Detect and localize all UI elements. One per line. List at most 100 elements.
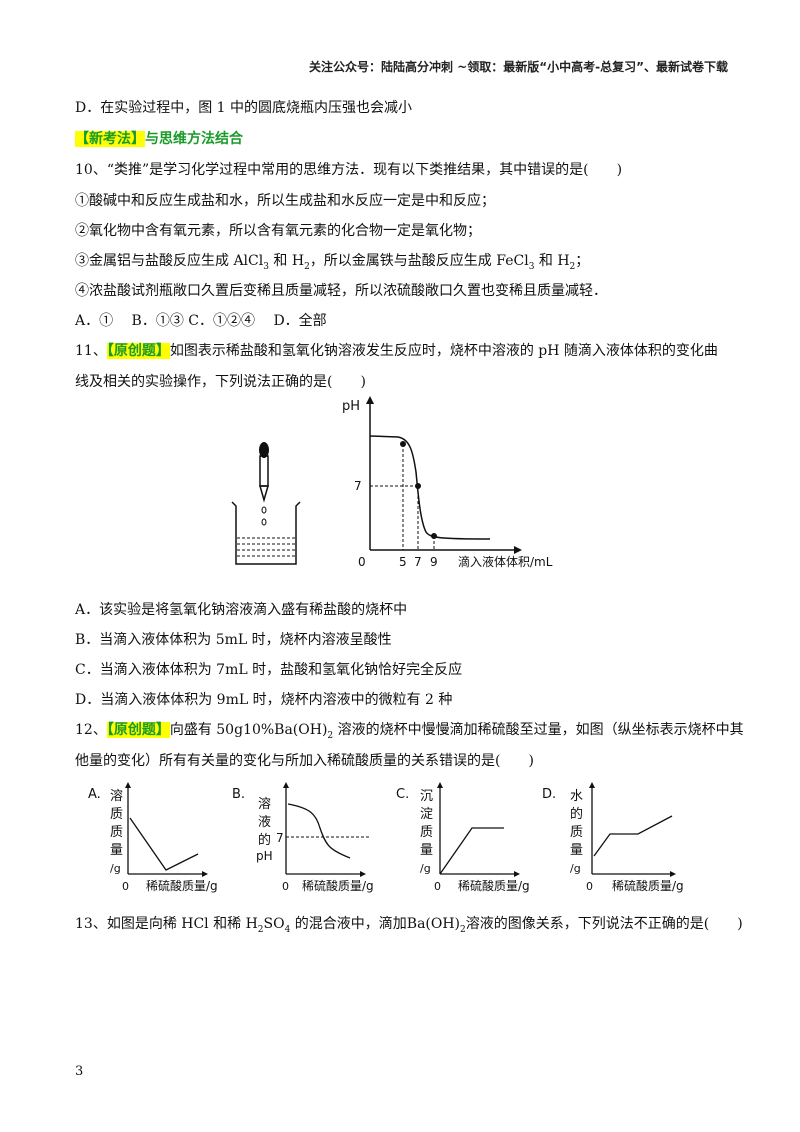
text: 溶液的图像关系，下列说法不正确的是( ): [465, 916, 743, 932]
q13-stem: 13、如图是向稀 HCl 和稀 H2SO4 的混合液中，滴加Ba(OH)2溶液的…: [75, 914, 743, 940]
text: 向盛有 50g10%Ba(OH): [169, 722, 328, 738]
subscript: 2: [460, 924, 466, 935]
subscript: 2: [327, 730, 334, 741]
x-axis-arrow: [514, 871, 520, 877]
q10-options: A．① B．①③ C．①②④ D．全部: [75, 313, 327, 329]
ylabel-char: 质: [110, 825, 123, 840]
q12-stem-line1: 12、【原创题】向盛有 50g10%Ba(OH)2 溶液的烧杯中慢慢滴加稀硫酸至…: [75, 720, 744, 746]
q11-option-d: D．当滴入液体体积为 9mL 时，烧杯内溶液中的微粒有 2 种: [75, 692, 453, 708]
graph-c: C. 沉 淀 质 量 /g 0 稀硫酸质量/g: [396, 782, 530, 893]
dropper-icon: [259, 442, 269, 526]
x-tick-9: 9: [430, 555, 438, 569]
q11-option-b: B．当滴入液体体积为 5mL 时，烧杯内溶液呈酸性: [75, 632, 392, 648]
y-tick-7: 7: [276, 831, 284, 845]
ph-curve: [369, 435, 491, 540]
y-axis-arrow: [366, 396, 374, 404]
q9-option-d: D．在实验过程中，图 1 中的圆底烧瓶内压强也会减小: [75, 100, 413, 116]
text: ③金属铝与盐酸反应生成 AlCl: [75, 253, 264, 269]
ylabel-char: 量: [110, 843, 123, 858]
q12-stem-line2: 他量的变化）所有有关量的变化与所加入稀硫酸质量的关系错误的是( ): [75, 753, 534, 769]
graph-line: [287, 803, 351, 859]
origin-label: 0: [434, 880, 441, 893]
graph-line: [593, 815, 673, 857]
subscript: 2: [569, 261, 576, 272]
graph-d: D. 水 的 质 量 /g 0 稀硫酸质量/g: [542, 782, 684, 893]
text: SO: [263, 916, 285, 932]
graph-a: A. 溶 质 质 量 /g 0 稀硫酸质量/g: [88, 782, 218, 893]
q11-figure: pH 0 7 5 7 9 滴入液体体积/mL: [231, 396, 553, 569]
x-axis-arrow: [360, 871, 366, 877]
q10-stem: 10、“类推”是学习化学过程中常用的思维方法．现有以下类推结果，其中错误的是( …: [75, 162, 623, 178]
ylabel-char: 溶: [110, 789, 123, 804]
graph-line: [439, 827, 504, 875]
ylabel-char: 质: [420, 825, 433, 840]
x-axis-label: 稀硫酸质量/g: [146, 878, 218, 893]
ylabel-char: 量: [420, 843, 433, 858]
y-tick-7: 7: [354, 479, 362, 493]
text: 溶液的烧杯中慢慢滴加稀硫酸至过量，如图（纵坐标表示烧杯中其: [333, 722, 744, 738]
text: 13、如图是向稀 HCl 和稀 H: [75, 916, 258, 932]
x-axis-label: 稀硫酸质量/g: [302, 878, 374, 893]
section-tag: 【新考法】与思维方法结合: [75, 129, 243, 149]
text: 和 H: [534, 253, 570, 269]
y-axis-arrow: [283, 782, 289, 788]
point-x7: [415, 483, 421, 489]
q10-statement-2: ②氧化物中含有氧元素，所以含有氧元素的化合物一定是氧化物；: [75, 223, 481, 239]
ylabel-char: 质: [110, 807, 123, 822]
x-axis-label: 滴入液体体积/mL: [458, 554, 553, 569]
ylabel-char: 的: [570, 806, 583, 822]
x-axis-arrow: [202, 871, 208, 877]
q10-statement-3: ③金属铝与盐酸反应生成 AlCl3 和 H2，所以金属铁与盐酸反应生成 FeCl…: [75, 251, 589, 277]
ylabel-char: 沉: [420, 789, 433, 804]
y-axis-arrow: [437, 782, 443, 788]
q10-statement-4: ④浓盐酸试剂瓶敞口久置后变稀且质量减轻，所以浓硫酸敞口久置也变稀且质量减轻．: [75, 283, 607, 299]
origin-label: 0: [122, 880, 129, 893]
x-axis-label: 稀硫酸质量/g: [612, 878, 684, 893]
graph-line: [129, 817, 199, 871]
q12-badge: 【原创题】: [106, 722, 170, 738]
origin-label: 0: [358, 555, 366, 569]
beaker-icon: [231, 501, 301, 565]
question-number: 11、: [75, 343, 107, 359]
ylabel-char: 水: [570, 789, 583, 804]
q12-figures: A. 溶 质 质 量 /g 0 稀硫酸质量/g B. 溶 液 的 pH 7 0 …: [88, 782, 684, 893]
subscript: 4: [284, 924, 291, 935]
text: ；: [575, 253, 590, 269]
q11-option-a: A．该实验是将氢氧化钠溶液滴入盛有稀盐酸的烧杯中: [75, 602, 408, 618]
subscript: 3: [263, 261, 269, 272]
text: 如图表示稀盐酸和氢氧化钠溶液发生反应时，烧杯中溶液的 pH 随滴入液体体积的变化…: [169, 343, 718, 359]
point-x5: [400, 441, 406, 447]
origin-label: 0: [586, 880, 593, 893]
ylabel-unit: pH: [256, 849, 273, 863]
subscript: 3: [528, 261, 535, 272]
ylabel-char: 溶: [258, 797, 271, 812]
ylabel-unit: /g: [110, 862, 121, 875]
x-tick-7: 7: [414, 555, 422, 569]
ylabel-char: 的: [258, 832, 271, 848]
ylabel-char: 质: [570, 825, 583, 840]
point-x9: [431, 533, 437, 539]
y-axis-label: pH: [342, 399, 360, 414]
q11-badge: 【原创题】: [106, 343, 170, 359]
q10-statement-1: ①酸碱中和反应生成盐和水，所以生成盐和水反应一定是中和反应；: [75, 193, 495, 209]
x-tick-5: 5: [399, 555, 407, 569]
ylabel-unit: /g: [420, 862, 431, 875]
x-axis-label: 稀硫酸质量/g: [458, 878, 530, 893]
graph-letter: A.: [88, 787, 101, 802]
q11-stem-line1: 11、【原创题】如图表示稀盐酸和氢氧化钠溶液发生反应时，烧杯中溶液的 pH 随滴…: [75, 341, 718, 361]
graph-letter: C.: [396, 787, 409, 802]
text: 和 H: [268, 253, 305, 269]
ylabel-char: 液: [258, 815, 271, 830]
origin-label: 0: [282, 880, 289, 893]
ylabel-unit: /g: [570, 862, 581, 875]
page-header: 关注公众号：陆陆高分冲刺 ~领取：最新版“小中高考-总复习”、最新试卷下载: [309, 60, 728, 74]
y-axis-arrow: [125, 782, 131, 788]
x-axis-arrow: [670, 871, 676, 877]
ylabel-char: 量: [570, 843, 583, 858]
text: ，所以金属铁与盐酸反应生成 FeCl: [309, 253, 529, 269]
ylabel-char: 淀: [420, 807, 433, 822]
subscript: 2: [304, 261, 310, 272]
question-number: 12、: [75, 722, 107, 738]
page-number: 3: [75, 1064, 84, 1079]
graph-letter: D.: [542, 787, 556, 802]
